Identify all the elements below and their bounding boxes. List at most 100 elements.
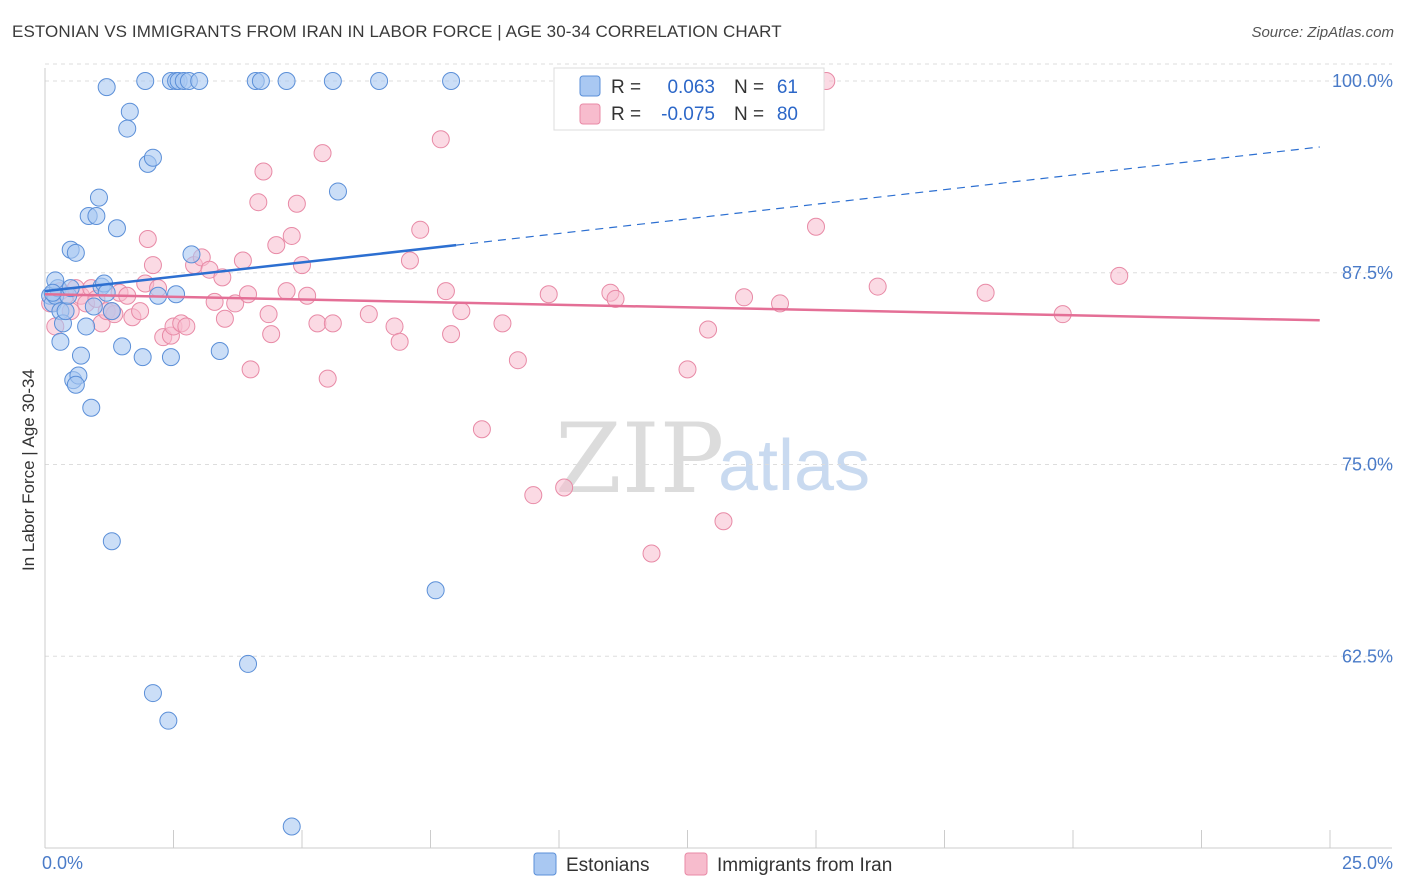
iran-point-70	[714, 512, 733, 531]
estonian-point-17	[77, 317, 96, 336]
estonian-point-54	[102, 532, 121, 551]
x-tick-labels: 0.0% 25.0%	[42, 853, 1393, 873]
legend-swatch-iran	[579, 103, 601, 125]
estonian-point-49	[277, 72, 296, 91]
estonian-point-22	[89, 188, 108, 207]
legend-n-label-estonians: N =	[734, 77, 764, 98]
estonian-point-59	[282, 817, 301, 836]
y-axis-label: In Labor Force | Age 30-34	[19, 369, 38, 571]
estonian-point-36	[136, 72, 155, 91]
estonian-point-19	[84, 297, 103, 316]
estonian-point-45	[182, 245, 201, 264]
iran-point-38	[259, 305, 278, 324]
iran-point-73	[807, 217, 825, 236]
estonian-point-32	[133, 348, 152, 367]
iran-point-62	[524, 486, 543, 505]
iran-point-25	[177, 317, 196, 336]
estonian-point-60	[43, 283, 62, 302]
estonian-point-18	[82, 398, 101, 417]
iran-point-63	[539, 285, 558, 304]
estonian-point-21	[87, 207, 106, 225]
y-tick-label-1: 87.5%	[1342, 263, 1393, 283]
iran-point-41	[277, 282, 296, 301]
legend-label-iran: Immigrants from Iran	[717, 855, 892, 876]
series-legend: Estonians Immigrants from Iran	[533, 852, 892, 876]
estonian-point-34	[143, 148, 162, 167]
estonian-point-27	[107, 219, 126, 238]
iran-point-56	[436, 282, 455, 301]
iran-point-68	[678, 360, 697, 379]
iran-point-35	[241, 360, 260, 379]
legend-swatch-iran-bottom	[684, 852, 708, 876]
estonian-point-50	[323, 72, 342, 91]
estonian-point-57	[143, 684, 162, 703]
iran-point-29	[205, 292, 224, 311]
iran-point-18	[138, 230, 157, 249]
iran-point-16	[131, 302, 150, 321]
y-tick-label-2: 75.0%	[1342, 455, 1393, 475]
estonian-point-30	[120, 102, 139, 121]
estonians-trend-extension	[456, 146, 1320, 246]
x-tick-label-1: 25.0%	[1342, 853, 1393, 873]
iran-point-44	[293, 256, 311, 275]
iran-point-75	[868, 277, 887, 296]
estonian-point-58	[159, 711, 178, 730]
iran-point-34	[239, 285, 258, 304]
legend-n-value-iran: 80	[777, 104, 798, 125]
legend-swatch-estonians	[579, 75, 601, 97]
watermark: ZIP atlas	[555, 403, 870, 515]
estonian-point-52	[370, 72, 389, 91]
trend-lines	[44, 146, 1320, 322]
legend-r-value-iran: -0.075	[661, 104, 715, 125]
estonian-point-46	[210, 341, 229, 360]
estonian-point-29	[118, 119, 137, 138]
legend-r-label-estonians: R =	[611, 77, 641, 98]
estonian-point-53	[442, 72, 461, 91]
x-tick-label-0: 0.0%	[42, 853, 83, 873]
y-tick-label-3: 62.5%	[1342, 646, 1393, 666]
grid-lines	[45, 63, 1392, 657]
estonian-point-56	[239, 654, 258, 673]
iran-point-36	[249, 193, 268, 212]
estonian-points	[41, 72, 461, 836]
iran-point-54	[411, 220, 430, 239]
legend-r-label-iran: R =	[611, 104, 641, 125]
chart-title: ESTONIAN VS IMMIGRANTS FROM IRAN IN LABO…	[12, 22, 782, 41]
iran-point-69	[699, 320, 718, 339]
iran-point-55	[431, 130, 450, 149]
iran-point-45	[298, 286, 317, 305]
source-credit: Source: ZipAtlas.com	[1251, 24, 1394, 41]
estonian-point-55	[426, 581, 445, 600]
iran-point-19	[143, 256, 162, 275]
iran-point-72	[771, 294, 790, 313]
legend-n-value-estonians: 61	[777, 77, 798, 98]
iran-point-33	[233, 251, 252, 270]
iran-point-30	[213, 268, 232, 287]
watermark-atlas: atlas	[718, 426, 870, 506]
iran-point-39	[262, 325, 281, 344]
iran-point-67	[642, 544, 661, 563]
iran-point-53	[400, 251, 419, 270]
iran-point-40	[267, 236, 286, 255]
iran-point-64	[555, 478, 574, 497]
y-tick-labels: 100.0% 87.5% 75.0% 62.5%	[1332, 71, 1393, 666]
iran-point-60	[493, 314, 512, 333]
iran-point-49	[323, 314, 342, 333]
iran-point-46	[308, 314, 327, 333]
watermark-zip: ZIP	[555, 403, 724, 515]
iran-point-78	[1110, 266, 1129, 285]
estonian-point-25	[97, 283, 116, 302]
iran-point-42	[282, 226, 301, 245]
iran-point-71	[735, 288, 754, 307]
estonian-point-44	[167, 285, 186, 304]
y-tick-label-0: 100.0%	[1332, 71, 1393, 91]
iran-point-57	[442, 325, 461, 344]
iran-point-43	[287, 194, 306, 213]
estonian-point-26	[102, 302, 121, 321]
estonian-point-12	[66, 243, 85, 262]
iran-point-76	[976, 283, 995, 302]
iran-point-58	[452, 302, 471, 321]
estonian-point-43	[161, 348, 180, 367]
iran-point-52	[390, 332, 409, 351]
